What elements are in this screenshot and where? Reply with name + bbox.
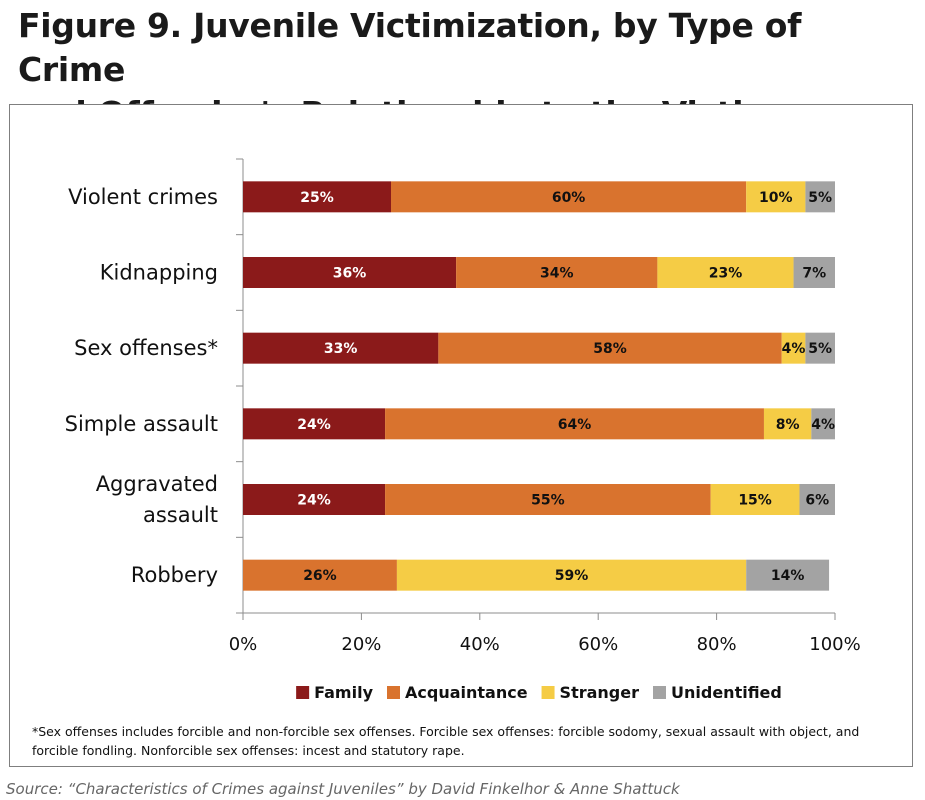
- x-tick-label: 20%: [341, 634, 381, 655]
- legend-label-stranger: Stranger: [560, 683, 640, 702]
- bar-segment-acquaintance: [438, 332, 782, 364]
- data-label: 8%: [776, 417, 800, 433]
- data-label: 59%: [555, 568, 589, 584]
- legend-swatch-stranger: [541, 686, 555, 699]
- data-label: 58%: [593, 341, 627, 357]
- bar-segment-stranger: [763, 408, 812, 440]
- bar-segment-acquaintance: [391, 181, 747, 213]
- data-label: 36%: [333, 266, 367, 282]
- bar-segment-acquaintance: [243, 559, 397, 591]
- data-label: 33%: [324, 341, 358, 357]
- bar-segment-stranger: [396, 559, 747, 591]
- footnote-line: *Sex offenses includes forcible and non-…: [32, 724, 859, 739]
- data-label: 25%: [300, 190, 334, 206]
- category-label: Simple assault: [65, 412, 218, 436]
- data-label: 24%: [297, 417, 331, 433]
- data-label: 34%: [540, 266, 574, 282]
- chart-frame: 0% 20% 40% 60% 80% 100% Violent crimes Kidnappi…: [9, 104, 913, 767]
- data-label: 60%: [552, 190, 586, 206]
- bar-segment-unidentified: [811, 408, 835, 440]
- data-label: 5%: [808, 190, 832, 206]
- footnote-line: forcible fondling. Nonforcible sex offen…: [32, 743, 465, 758]
- x-tick-label: 60%: [578, 634, 618, 655]
- data-label: 5%: [808, 341, 832, 357]
- data-label: 23%: [709, 266, 743, 282]
- data-label: 55%: [531, 493, 565, 509]
- x-tick-label: 100%: [809, 634, 860, 655]
- bar-segment-stranger: [781, 332, 806, 364]
- data-label: 64%: [558, 417, 592, 433]
- stacked-bar-chart: 0% 20% 40% 60% 80% 100% Violent crimes Kidnappi…: [32, 158, 861, 758]
- bar-segment-unidentified: [746, 559, 830, 591]
- bar-segment-stranger: [746, 181, 806, 213]
- bar-segment-acquaintance: [385, 408, 764, 440]
- data-label: 24%: [297, 493, 331, 509]
- data-label: 10%: [759, 190, 793, 206]
- data-label: 6%: [805, 493, 829, 509]
- x-tick-label: 0%: [229, 634, 258, 655]
- data-label: 7%: [802, 266, 826, 282]
- legend-swatch-unidentified: [653, 686, 666, 699]
- data-label: 15%: [738, 493, 772, 509]
- category-label: Aggravated: [96, 472, 218, 496]
- category-label: Robbery: [131, 563, 218, 587]
- bar-segment-acquaintance: [456, 257, 658, 288]
- bar-segment-stranger: [710, 484, 800, 515]
- data-label: 14%: [771, 568, 805, 584]
- legend-swatch-acquaintance: [387, 686, 400, 699]
- bar-segment-acquaintance: [385, 484, 711, 515]
- data-label: 4%: [811, 417, 835, 433]
- x-tick-label: 40%: [460, 634, 500, 655]
- bar-segment-family: [243, 332, 439, 364]
- data-label: 4%: [782, 341, 806, 357]
- bar-segment-family: [243, 257, 457, 288]
- data-label: 26%: [303, 568, 337, 584]
- legend-label-family: Family: [314, 683, 373, 702]
- bar-segment-family: [243, 181, 391, 213]
- bar-segment-unidentified: [805, 181, 835, 213]
- legend-label-acquaintance: Acquaintance: [405, 683, 528, 702]
- category-label: Kidnapping: [100, 261, 218, 285]
- source-caption: Source: “Characteristics of Crimes again…: [6, 780, 680, 798]
- category-label: assault: [143, 503, 218, 527]
- chart-title-line-1: Figure 9. Juvenile Victimization, by Typ…: [18, 6, 802, 89]
- bar-segment-family: [243, 484, 386, 515]
- legend-swatch-family: [296, 686, 310, 699]
- bar-segment-unidentified: [793, 257, 835, 288]
- bar-segment-unidentified: [805, 332, 835, 364]
- category-label: Violent crimes: [68, 185, 218, 209]
- bar-segment-family: [243, 408, 386, 440]
- bar-segment-stranger: [657, 257, 794, 288]
- legend-label-unidentified: Unidentified: [671, 683, 782, 702]
- x-tick-label: 80%: [697, 634, 737, 655]
- category-label: Sex offenses*: [74, 336, 218, 360]
- bar-segment-unidentified: [799, 484, 835, 515]
